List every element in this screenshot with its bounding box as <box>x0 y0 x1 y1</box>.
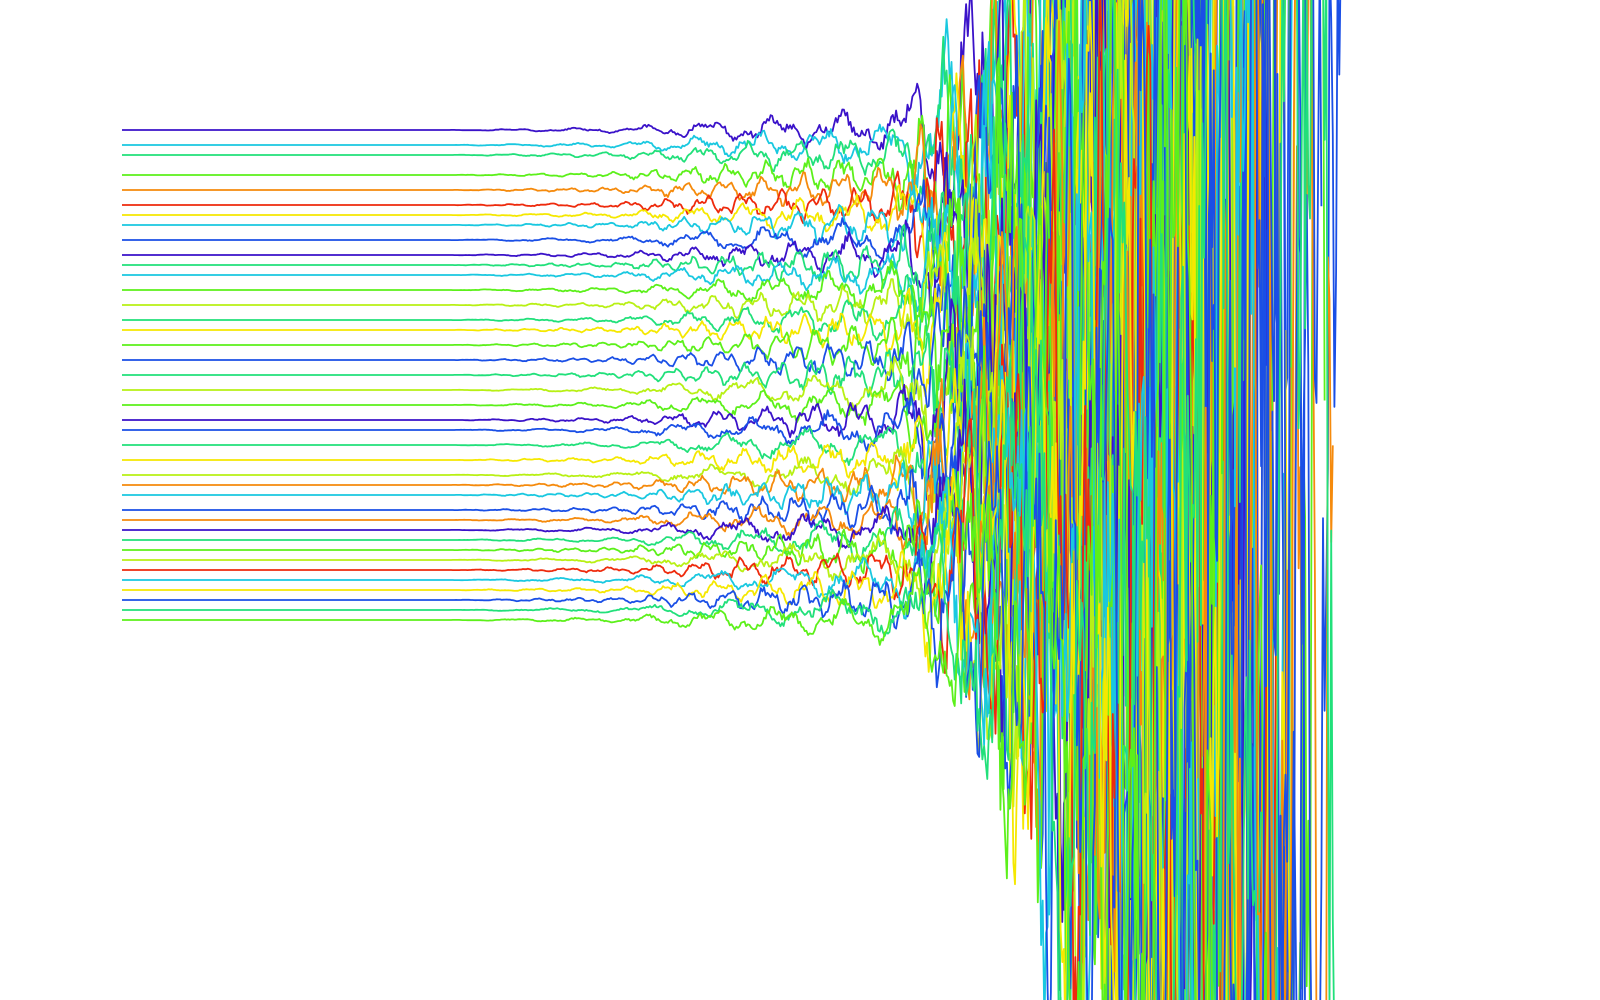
series-line-38 <box>122 0 1335 1000</box>
series-line-14 <box>122 0 1262 1000</box>
series-line-30 <box>122 0 1204 1000</box>
series-line-2 <box>122 0 1218 1000</box>
series-line-7 <box>122 0 1293 1000</box>
series-line-35 <box>122 0 1260 1000</box>
series-line-10 <box>122 0 1187 1000</box>
series-line-17 <box>122 0 1309 1000</box>
series-line-32 <box>122 0 1230 1000</box>
series-line-39 <box>122 0 1213 1000</box>
series-line-6 <box>122 0 1241 1000</box>
series-line-34 <box>122 0 1218 1000</box>
series-line-8 <box>122 0 1342 1000</box>
series-line-3 <box>122 0 1256 1000</box>
series-line-1 <box>122 0 1239 1000</box>
series-layer <box>122 0 1342 1000</box>
series-line-37 <box>122 0 1312 1000</box>
